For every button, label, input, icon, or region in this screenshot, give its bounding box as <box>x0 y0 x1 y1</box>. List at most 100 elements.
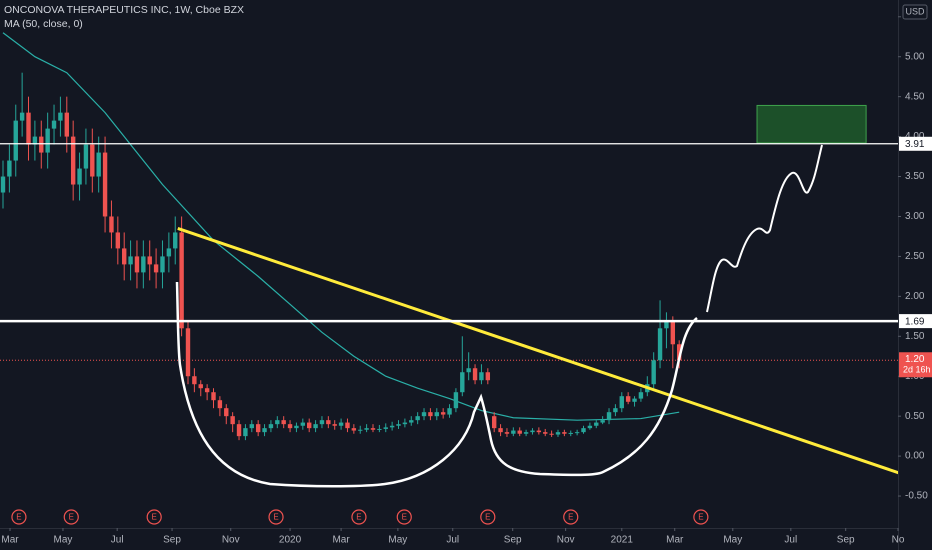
plot-area <box>0 32 932 486</box>
y-tick-label: 2.00 <box>905 291 925 302</box>
candle-body <box>39 136 44 153</box>
candle-body <box>676 344 682 361</box>
candle-body <box>421 412 427 417</box>
last-price-tag <box>899 352 932 378</box>
candle-body <box>45 128 50 153</box>
candle-body <box>96 152 101 177</box>
candle-body <box>326 420 331 425</box>
candle-body <box>179 232 184 329</box>
x-tick-label: Jul <box>446 535 459 546</box>
candle-body <box>109 216 114 233</box>
candle-body <box>236 424 242 437</box>
candle-body <box>543 432 548 434</box>
candle-body <box>7 160 12 177</box>
candle-body <box>204 388 210 393</box>
candle-body <box>13 120 18 161</box>
x-tick-label: Jul <box>111 535 124 546</box>
candle-body <box>19 112 25 121</box>
candle-body <box>77 168 82 185</box>
indicator-label: MA (50, close, 0) <box>4 18 83 30</box>
earnings-label: E <box>698 513 703 522</box>
candle-body <box>147 256 152 265</box>
x-tick-label: Mar <box>332 535 350 546</box>
candle-body <box>300 422 306 426</box>
candle-body <box>491 416 497 429</box>
candle-body <box>594 422 599 426</box>
candle-body <box>345 422 350 429</box>
earnings-label: E <box>273 513 278 522</box>
candle-body <box>198 384 203 389</box>
time-axis-bg <box>0 528 898 550</box>
candle-body <box>83 144 89 169</box>
x-tick-label: May <box>54 535 73 546</box>
candle-body <box>268 424 274 429</box>
candle-body <box>504 432 510 434</box>
candle-body <box>657 328 663 361</box>
x-tick-label: Sep <box>837 535 855 546</box>
candle-body <box>664 320 669 329</box>
candle-body <box>530 430 535 433</box>
candle-body <box>70 136 76 185</box>
candle-body <box>141 256 146 273</box>
candle-body <box>415 416 420 421</box>
currency-label: USD <box>905 6 925 16</box>
candle-body <box>332 424 337 426</box>
candle-body <box>568 432 573 434</box>
x-tick-label: Jul <box>784 535 797 546</box>
candle-body <box>173 232 178 249</box>
countdown-label: 2d 16h <box>903 365 931 375</box>
candle-body <box>383 427 388 429</box>
candle-body <box>58 112 63 121</box>
y-tick-label: 0.50 <box>905 411 925 422</box>
target-box <box>756 104 867 144</box>
x-tick-label: Mar <box>1 535 19 546</box>
candle-body <box>338 422 344 426</box>
y-tick-label: 3.50 <box>905 171 925 182</box>
candle-body <box>440 412 446 415</box>
y-tick-label: 1.50 <box>905 331 925 342</box>
candle-body <box>90 144 95 177</box>
cup-handle-drawing <box>175 281 698 488</box>
candle-body <box>166 248 172 257</box>
candle-body <box>396 424 401 426</box>
candle-body <box>217 400 223 409</box>
earnings-marker <box>11 509 27 525</box>
candle-body <box>313 424 318 429</box>
candle-body <box>153 264 159 273</box>
earnings-label: E <box>69 513 74 522</box>
earnings-marker <box>396 509 412 525</box>
earnings-marker <box>268 509 284 525</box>
candle-body <box>262 428 267 433</box>
candle-body <box>562 432 567 434</box>
price-axis-bg <box>898 0 932 550</box>
candle-body <box>511 430 516 434</box>
earnings-label: E <box>152 513 157 522</box>
y-tick-label: 4.50 <box>905 91 925 102</box>
x-tick-label: Sep <box>163 535 181 546</box>
candle-body <box>447 408 452 415</box>
candle-body <box>26 112 31 145</box>
y-tick-label: 0.00 <box>905 451 925 462</box>
earnings-label: E <box>402 513 407 522</box>
candle-body <box>536 430 542 433</box>
x-tick-label: 2020 <box>279 535 302 546</box>
candle-body <box>619 396 624 409</box>
candle-body <box>281 420 286 425</box>
candle-body <box>32 136 38 145</box>
candle-body <box>102 152 108 217</box>
candle-body <box>358 429 363 431</box>
candle-body <box>255 424 261 433</box>
candle-body <box>402 422 408 425</box>
candle-body <box>243 428 248 437</box>
earnings-label: E <box>16 513 21 522</box>
candle-body <box>498 428 503 433</box>
earnings-label: E <box>356 513 361 522</box>
candle-body <box>211 392 216 401</box>
earnings-marker <box>480 509 496 525</box>
candle-body <box>389 425 395 428</box>
candle-body <box>230 416 235 425</box>
candle-body <box>555 432 561 435</box>
earnings-marker <box>693 509 709 525</box>
